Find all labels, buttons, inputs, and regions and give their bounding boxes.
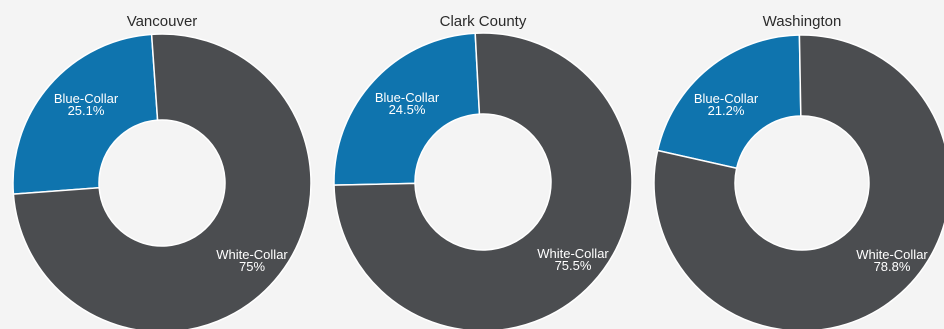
slice-blue-collar xyxy=(333,32,481,186)
slice-white-collar xyxy=(12,33,312,329)
slice-category: Blue-Collar xyxy=(54,91,119,106)
slice-label-white-collar: White-Collar 75% xyxy=(216,247,288,274)
donut-chart-2: Washington Blue-Collar 21.2% White-Collar 78… xyxy=(653,13,944,329)
chart-title: Clark County xyxy=(440,13,527,30)
slice-label-blue-collar: Blue-Collar 21.2% xyxy=(694,91,759,118)
slice-label-blue-collar: Blue-Collar 24.5% xyxy=(375,90,440,117)
slice-value: 75.5% xyxy=(555,258,592,273)
slice-category: White-Collar xyxy=(216,247,288,262)
slice-category: White-Collar xyxy=(537,246,609,261)
slice-label-white-collar: White-Collar 75.5% xyxy=(537,246,609,273)
slice-blue-collar xyxy=(656,34,802,170)
slice-value: 24.5% xyxy=(389,102,426,117)
slice-label-blue-collar: Blue-Collar 25.1% xyxy=(54,91,119,118)
donut-chart-1: Clark County Blue-Collar 24.5% White-Collar… xyxy=(333,13,633,329)
slice-white-collar xyxy=(333,32,633,329)
slice-value: 21.2% xyxy=(708,103,745,118)
chart-title: Vancouver xyxy=(127,13,198,30)
slice-label-white-collar: White-Collar 78.8% xyxy=(856,247,928,274)
slice-white-collar xyxy=(653,34,944,329)
chart-title: Washington xyxy=(763,13,842,30)
slice-value: 75% xyxy=(239,259,265,274)
donut-chart-0: Vancouver Blue-Collar 25.1% White-Collar 75% xyxy=(12,13,312,329)
slice-blue-collar xyxy=(12,33,159,195)
slice-value: 78.8% xyxy=(874,259,911,274)
slice-category: White-Collar xyxy=(856,247,928,262)
slice-value: 25.1% xyxy=(68,103,105,118)
slice-category: Blue-Collar xyxy=(375,90,440,105)
slice-category: Blue-Collar xyxy=(694,91,759,106)
